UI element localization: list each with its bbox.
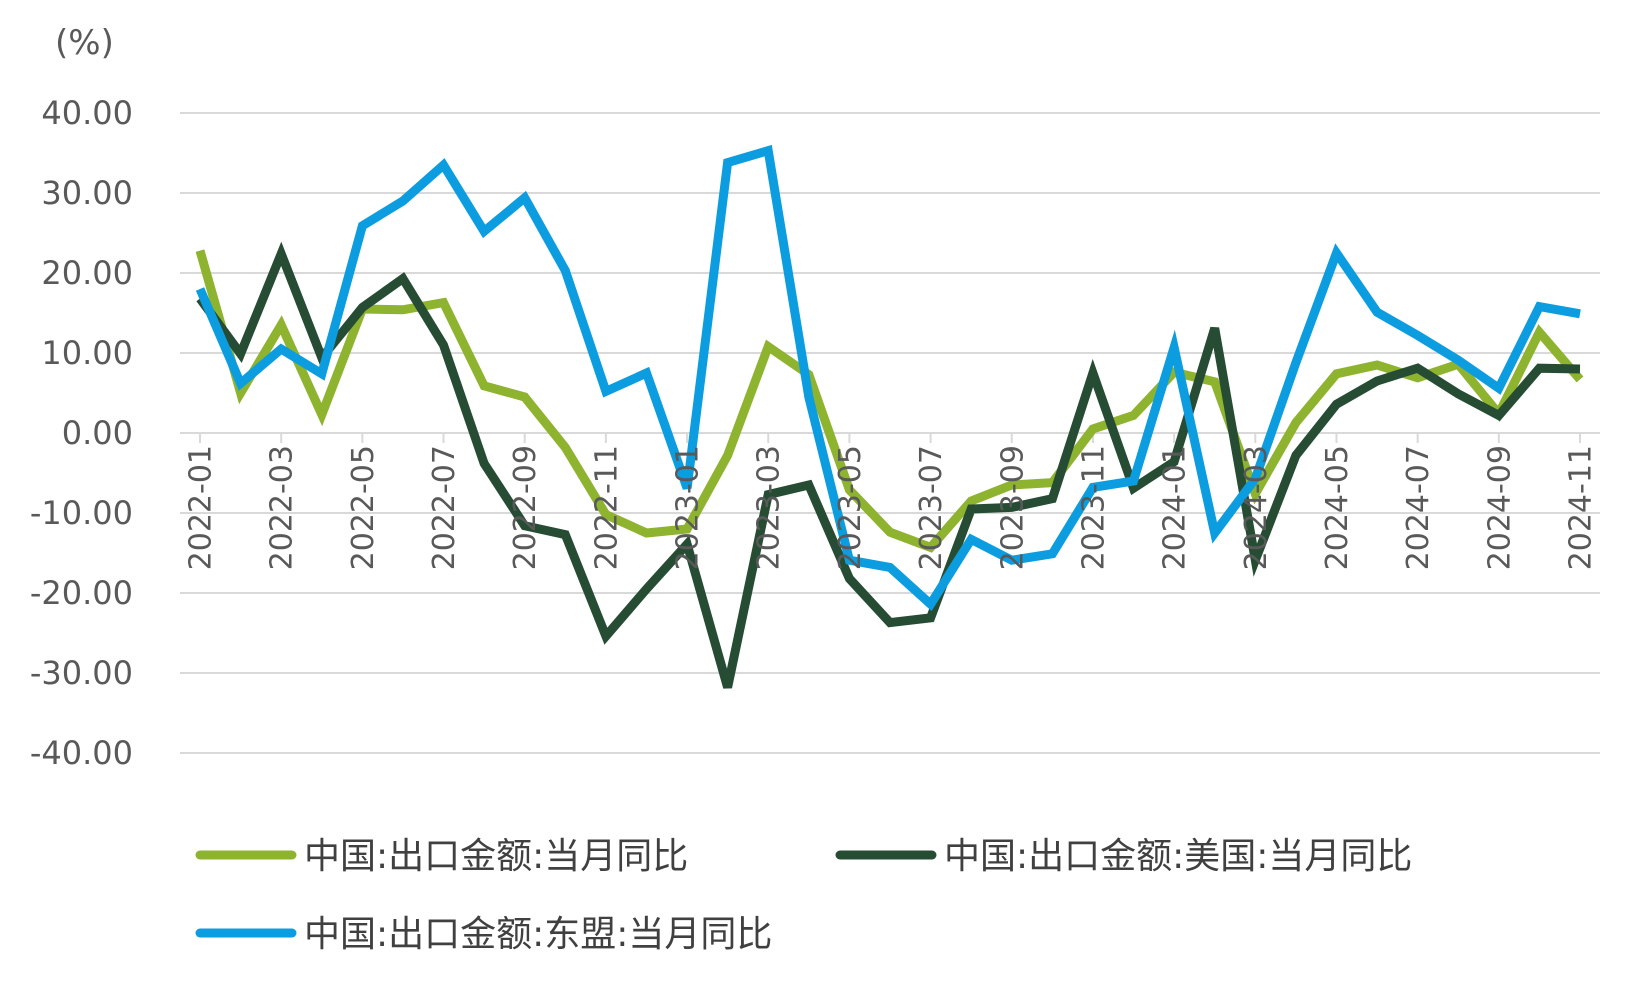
x-tick-label: 2024-03: [1239, 445, 1274, 570]
x-tick-label: 2022-07: [427, 445, 462, 570]
series-line-2: [196, 241, 1581, 689]
x-tick-label: 2022-03: [265, 445, 300, 570]
y-tick-label: -30.00: [30, 654, 133, 692]
x-tick-label: 2024-05: [1320, 445, 1355, 570]
x-tick-label: 2024-07: [1401, 445, 1436, 570]
x-tick-label: 2023-11: [1076, 445, 1111, 570]
y-tick-label: -10.00: [30, 494, 133, 532]
x-tick-label: 2022-11: [589, 445, 624, 570]
legend-label-3: 中国:出口金额:东盟:当月同比: [304, 914, 772, 955]
y-axis-tick-labels: 40.00 30.00 20.00 10.00 0.00 -10.00 -20.00 -30.…: [30, 94, 133, 772]
y-tick-label: 40.00: [41, 94, 133, 132]
series-lines: [195, 144, 1584, 689]
series-line-1: [195, 249, 1584, 553]
legend-label-1: 中国:出口金额:当月同比: [304, 836, 688, 877]
x-tick-label: 2023-05: [833, 445, 868, 570]
x-tick-label: 2024-11: [1564, 445, 1599, 570]
x-tick-label: 2023-01: [671, 445, 706, 570]
x-tick-label: 2024-09: [1482, 445, 1517, 570]
y-axis-unit-label: (%): [55, 23, 114, 63]
legend-label-2: 中国:出口金额:美国:当月同比: [944, 836, 1412, 877]
y-tick-label: -40.00: [30, 734, 133, 772]
legend: 中国:出口金额:当月同比 中国:出口金额:美国:当月同比中国:出口金额:东盟:当月…: [195, 836, 1412, 955]
x-tick-label: 2023-09: [995, 445, 1030, 570]
series-line-3: [195, 144, 1581, 612]
x-tick-label: 2022-09: [508, 445, 543, 570]
x-tick-label: 2022-05: [346, 445, 381, 570]
y-tick-label: 10.00: [41, 334, 133, 372]
y-tick-label: 20.00: [41, 254, 133, 292]
y-tick-label: 30.00: [41, 174, 133, 212]
x-tick-label: 2023-03: [752, 445, 787, 570]
y-tick-label: -20.00: [30, 574, 133, 612]
x-tick-label: 2023-07: [914, 445, 949, 570]
x-tick-label: 2024-01: [1158, 445, 1193, 570]
y-tick-label: 0.00: [62, 414, 133, 452]
x-axis-tick-labels: 2022-01 2022-03 2022-05 2022-07 2022-09 2022-…: [184, 445, 1599, 570]
x-tick-label: 2022-01: [184, 445, 219, 570]
